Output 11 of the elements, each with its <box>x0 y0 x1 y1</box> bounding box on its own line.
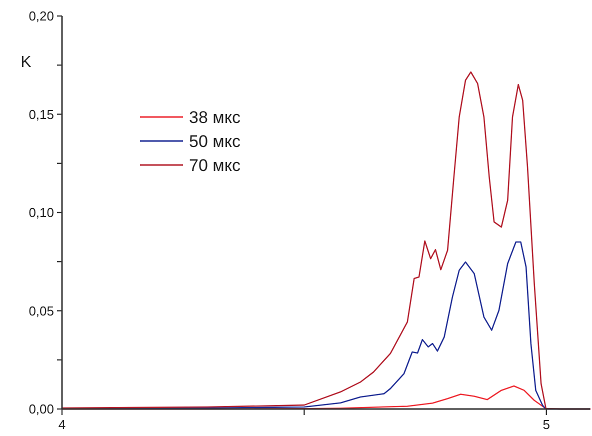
legend-label: 50 мкс <box>189 132 241 151</box>
x-tick-label: 4 <box>58 417 66 432</box>
y-tick-label: 0,05 <box>28 303 54 318</box>
legend-label: 38 мкс <box>189 108 241 127</box>
y-tick-label: 0,20 <box>28 8 54 24</box>
legend-label: 70 мкс <box>189 156 241 175</box>
y-axis-title: K <box>20 54 32 71</box>
y-tick-label: 0,15 <box>28 106 54 122</box>
x-tick-label: 5 <box>542 417 550 432</box>
y-tick-label: 0,00 <box>28 402 54 417</box>
y-tick-label: 0,10 <box>28 205 54 220</box>
